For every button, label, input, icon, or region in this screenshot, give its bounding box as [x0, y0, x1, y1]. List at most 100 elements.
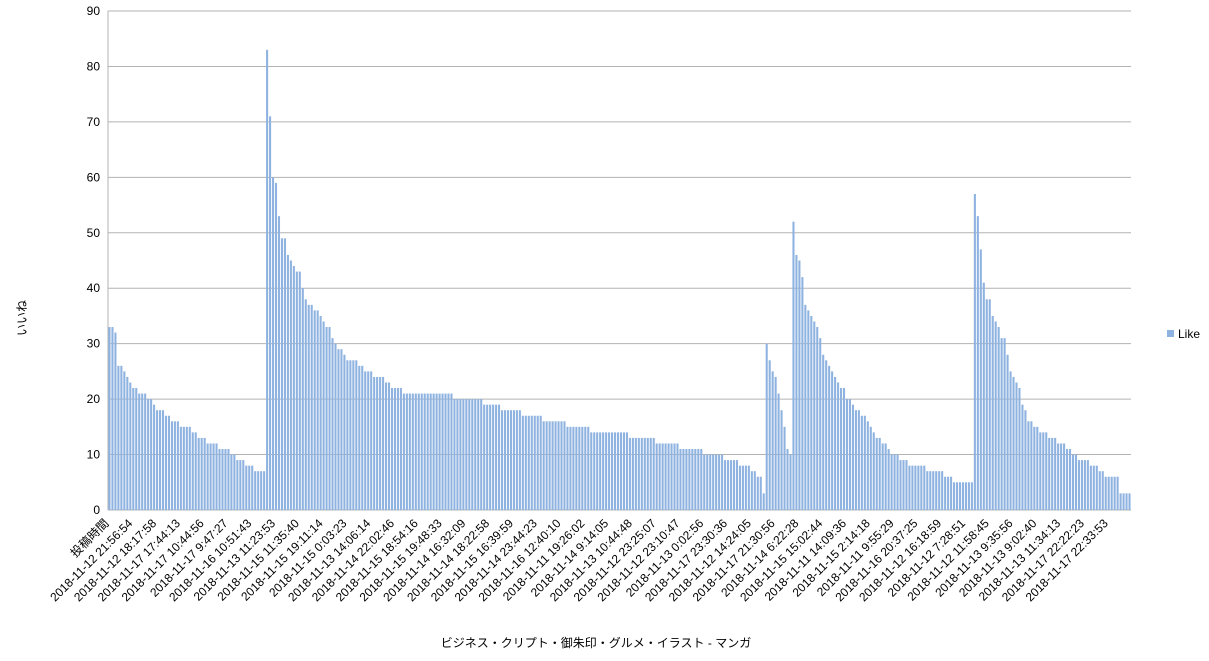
- bar: [613, 432, 617, 510]
- bar: [792, 221, 795, 510]
- bar: [741, 465, 744, 510]
- bar: [560, 421, 563, 510]
- bar: [637, 437, 640, 510]
- bar: [1039, 432, 1042, 510]
- bar: [364, 371, 367, 510]
- bar: [551, 421, 554, 510]
- bar: [732, 460, 736, 510]
- bar: [539, 415, 542, 510]
- bar: [382, 376, 385, 510]
- bar: [780, 410, 783, 510]
- bar: [602, 432, 605, 510]
- bar: [747, 465, 750, 510]
- bar: [483, 404, 486, 510]
- bar: [593, 432, 596, 510]
- bar: [1009, 371, 1012, 510]
- bar: [399, 388, 402, 510]
- bar: [545, 421, 548, 510]
- bar: [1027, 421, 1030, 510]
- bar: [557, 421, 560, 510]
- bar: [295, 271, 298, 510]
- bar: [120, 365, 123, 510]
- bar: [191, 432, 194, 510]
- bar: [631, 437, 634, 510]
- y-tick-label: 90: [87, 4, 101, 18]
- bar: [117, 365, 120, 510]
- bar: [144, 393, 147, 510]
- y-tick-label: 0: [93, 503, 100, 517]
- bar: [688, 449, 691, 510]
- bar: [750, 471, 753, 510]
- bar: [1033, 426, 1036, 510]
- y-tick-label: 80: [87, 59, 101, 73]
- bar: [453, 399, 456, 510]
- bar: [869, 426, 872, 510]
- bar: [307, 304, 310, 510]
- bar: [524, 415, 527, 510]
- bar: [851, 404, 854, 510]
- bar: [245, 465, 248, 510]
- bar: [878, 437, 881, 510]
- bar: [884, 443, 887, 510]
- bar: [991, 315, 994, 510]
- bar: [929, 471, 932, 510]
- bar: [1119, 493, 1122, 510]
- bar: [147, 399, 150, 510]
- bar: [373, 376, 376, 510]
- bar: [566, 426, 569, 510]
- bar: [1048, 437, 1051, 510]
- bar: [390, 388, 394, 510]
- bar: [292, 266, 295, 510]
- bar: [1092, 465, 1095, 510]
- bar: [994, 321, 997, 510]
- bar: [697, 449, 700, 510]
- bar: [982, 282, 985, 510]
- bar: [1113, 476, 1116, 510]
- bar: [393, 388, 397, 510]
- bar: [316, 310, 319, 510]
- bar: [396, 388, 399, 510]
- bar: [643, 437, 646, 510]
- bar: [185, 426, 188, 510]
- y-tick-label: 30: [87, 337, 101, 351]
- bar: [768, 360, 771, 510]
- bar: [159, 410, 162, 510]
- bar: [548, 421, 551, 510]
- bar: [417, 393, 420, 510]
- bar: [727, 460, 730, 510]
- bar: [304, 299, 307, 510]
- bar: [661, 443, 664, 510]
- bar: [718, 454, 721, 510]
- bar: [435, 393, 438, 510]
- bar: [685, 449, 688, 510]
- bar: [405, 393, 408, 510]
- bar: [988, 299, 991, 510]
- bar: [450, 393, 453, 510]
- bar: [985, 299, 988, 510]
- bar: [486, 404, 489, 510]
- bar: [1060, 443, 1063, 510]
- bar: [337, 349, 340, 510]
- bar: [691, 449, 694, 510]
- y-tick-label: 20: [87, 392, 101, 406]
- bar: [459, 399, 462, 510]
- bar: [277, 216, 281, 510]
- bar: [521, 415, 524, 510]
- bar: [563, 421, 566, 510]
- bar: [515, 410, 518, 510]
- bar: [224, 449, 227, 510]
- bar: [724, 460, 727, 510]
- bar: [322, 321, 325, 510]
- bar: [260, 471, 263, 510]
- bar: [500, 410, 504, 510]
- bar: [239, 460, 242, 510]
- bar: [503, 410, 507, 510]
- bar: [218, 449, 221, 510]
- bar: [658, 443, 661, 510]
- bar: [129, 382, 132, 510]
- bar: [509, 410, 512, 510]
- bar: [206, 443, 209, 510]
- bar: [414, 393, 417, 510]
- bar: [367, 371, 370, 510]
- bar: [712, 454, 715, 510]
